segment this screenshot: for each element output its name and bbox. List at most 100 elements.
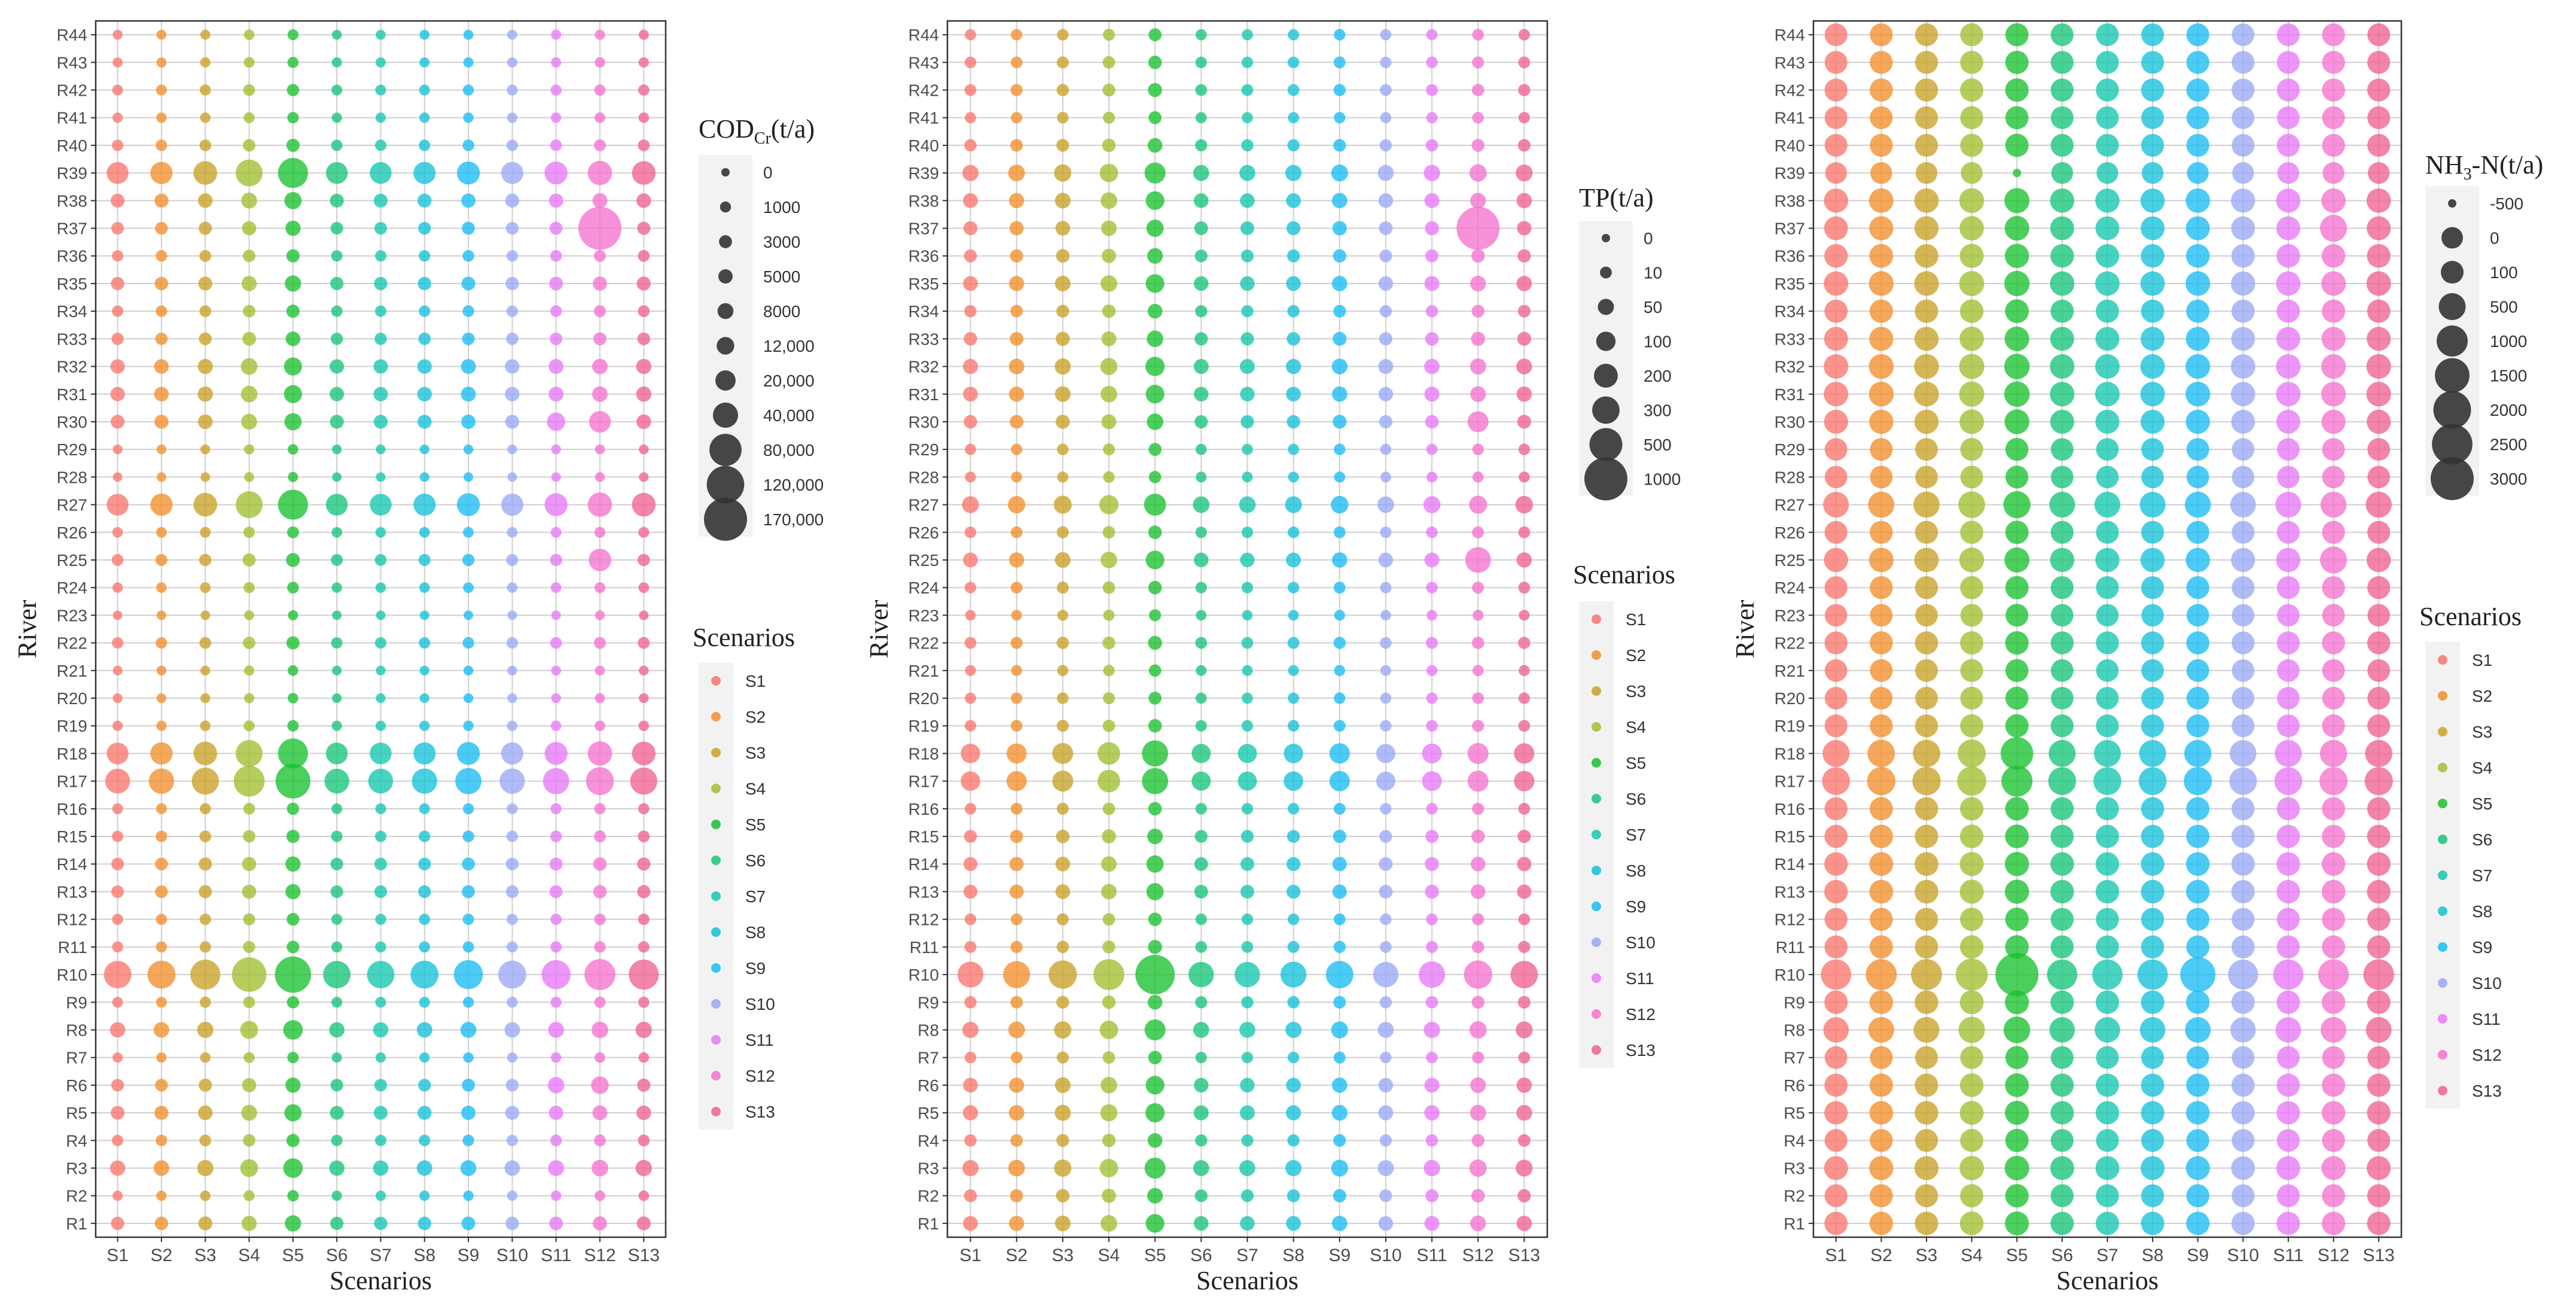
data-point-s6-r25 <box>1194 552 1209 568</box>
data-point-s5-r20 <box>1148 692 1162 705</box>
data-point-s5-r9 <box>1147 994 1163 1010</box>
data-point-s4-r12 <box>1102 913 1115 926</box>
size-legend-key <box>2437 325 2468 357</box>
data-point-s5-r44 <box>287 29 298 41</box>
data-point-s8-r19 <box>2141 714 2165 738</box>
data-point-s7-r25 <box>2095 547 2120 573</box>
data-point-s4-r37 <box>1959 216 1984 241</box>
data-point-s12-r21 <box>595 665 605 676</box>
data-point-s4-r8 <box>1099 1021 1118 1039</box>
data-point-s1-r7 <box>1824 1046 1848 1069</box>
color-legend-label: S3 <box>1626 682 1646 701</box>
data-point-s3-r26 <box>1915 520 1938 544</box>
data-point-s13-r27 <box>2365 491 2392 518</box>
data-point-s9-r17 <box>455 768 482 794</box>
data-point-s5-r22 <box>1148 635 1162 650</box>
data-point-s5-r6 <box>285 1077 301 1093</box>
data-point-s11-r22 <box>1426 637 1438 649</box>
data-point-s8-r9 <box>419 997 430 1008</box>
data-point-s10-r43 <box>507 57 517 68</box>
data-point-s10-r17 <box>1376 771 1395 791</box>
data-point-s9-r24 <box>2186 576 2209 599</box>
data-point-s2-r11 <box>1869 935 1893 959</box>
data-point-s11-r43 <box>2276 51 2300 74</box>
data-point-s3-r5 <box>1915 1101 1938 1125</box>
data-point-s5-r16 <box>1148 802 1162 816</box>
data-point-s13-r27 <box>632 492 656 517</box>
y-tick-label: R8 <box>1784 1021 1805 1039</box>
color-legend-label: S6 <box>1626 790 1646 808</box>
size-legend-label: -500 <box>2490 194 2523 213</box>
data-point-s2-r5 <box>154 1106 169 1120</box>
y-tick-label: R10 <box>909 966 939 984</box>
data-point-s10-r32 <box>1378 359 1394 375</box>
y-tick-label: R31 <box>1775 385 1805 404</box>
data-point-s12-r31 <box>592 386 608 402</box>
data-point-s10-r7 <box>1380 1052 1392 1064</box>
data-point-s12-r20 <box>1472 692 1484 704</box>
color-legend-key-s2 <box>2438 691 2447 701</box>
x-tick-label: S9 <box>2187 1246 2209 1265</box>
data-point-s11-r24 <box>1426 582 1438 593</box>
data-point-s7-r21 <box>376 665 386 675</box>
data-point-s5-r34 <box>1147 303 1163 319</box>
data-point-s13-r23 <box>639 610 649 620</box>
data-point-s6-r37 <box>1194 221 1208 236</box>
data-point-s4-r8 <box>1958 1016 1985 1043</box>
data-point-s5-r26 <box>1148 525 1162 540</box>
data-point-s13-r2 <box>2367 1184 2391 1207</box>
data-point-s5-r39 <box>1144 162 1166 184</box>
data-point-s1-r32 <box>1824 354 1849 379</box>
data-point-s12-r43 <box>1472 56 1484 69</box>
data-point-s1-r41 <box>965 112 976 124</box>
data-point-s2-r20 <box>156 693 167 704</box>
data-point-s5-r4 <box>286 1134 300 1147</box>
data-point-s1-r11 <box>112 941 123 953</box>
data-point-s7-r33 <box>2095 327 2120 351</box>
data-point-s9-r21 <box>463 665 474 676</box>
data-point-s12-r34 <box>1471 305 1484 318</box>
data-point-s10-r8 <box>2230 1017 2256 1043</box>
data-point-s7-r38 <box>373 193 388 208</box>
data-point-s6-r16 <box>2050 797 2074 821</box>
data-point-s2-r8 <box>153 1022 169 1038</box>
y-tick-label: R8 <box>66 1021 87 1039</box>
data-point-s10-r24 <box>2231 576 2255 599</box>
data-point-s11-r31 <box>1424 386 1440 402</box>
data-point-s13-r17 <box>630 767 657 795</box>
data-point-s2-r25 <box>1009 552 1025 568</box>
data-point-s5-r7 <box>1148 1051 1162 1064</box>
data-point-s12-r19 <box>1472 720 1484 732</box>
y-tick-label: R23 <box>909 606 939 625</box>
data-point-s8-r5 <box>417 1106 432 1120</box>
data-point-s8-r15 <box>2141 824 2165 848</box>
data-point-s10-r19 <box>1380 720 1392 732</box>
data-point-s11-r5 <box>1424 1105 1440 1121</box>
data-point-s4-r42 <box>1960 78 1984 102</box>
data-point-s9-r5 <box>461 1106 476 1121</box>
data-point-s9-r13 <box>2185 879 2210 904</box>
data-point-s4-r40 <box>1102 138 1116 153</box>
data-point-s2-r3 <box>153 1160 169 1176</box>
data-point-s9-r44 <box>1334 29 1346 41</box>
x-tick-label: S2 <box>1005 1246 1028 1265</box>
data-point-s13-r40 <box>2367 133 2391 157</box>
data-point-s5-r7 <box>287 1052 299 1064</box>
data-point-s9-r17 <box>1329 771 1350 792</box>
data-point-s10-r26 <box>1380 526 1392 538</box>
data-point-s3-r27 <box>1913 491 1940 518</box>
data-point-s11-r14 <box>1425 857 1439 872</box>
data-point-s6-r36 <box>331 250 343 262</box>
data-point-s8-r41 <box>2141 106 2165 129</box>
data-point-s10-r1 <box>2231 1211 2255 1235</box>
data-point-s5-r34 <box>2005 299 2029 324</box>
data-point-s12-r23 <box>1473 610 1484 621</box>
data-point-s10-r42 <box>507 84 518 96</box>
data-point-s8-r42 <box>2141 78 2165 102</box>
y-tick-label: R38 <box>909 191 939 210</box>
data-point-s8-r32 <box>417 359 432 374</box>
data-point-s10-r2 <box>2231 1184 2255 1207</box>
data-point-s4-r30 <box>1101 414 1117 430</box>
data-point-s3-r38 <box>198 193 213 208</box>
data-point-s13-r28 <box>1519 471 1530 483</box>
